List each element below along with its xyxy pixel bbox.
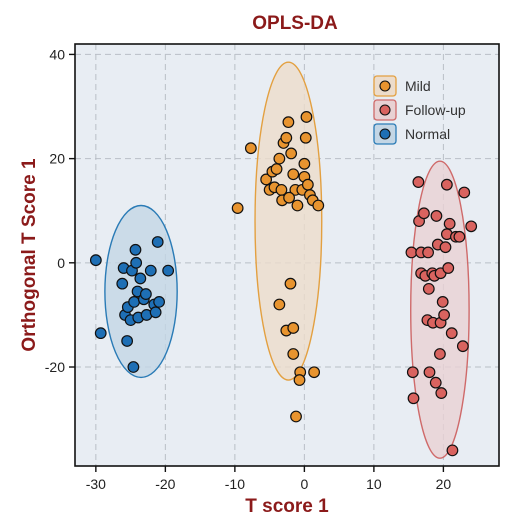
x-tick-label: -20 (155, 476, 175, 492)
chart-title: OPLS-DA (252, 13, 338, 34)
normal-point (139, 288, 152, 300)
mild-point (312, 199, 325, 212)
follow-up-point (412, 176, 425, 188)
follow-up-point (443, 217, 456, 230)
mild-point (260, 173, 273, 186)
follow-up-point (434, 348, 446, 360)
follow-up-point (439, 241, 452, 254)
mild-point (293, 374, 306, 386)
mild-point (298, 157, 311, 170)
x-tick-label: 10 (366, 476, 382, 492)
normal-point (134, 272, 147, 285)
mild-point (299, 131, 312, 144)
follow-up-point (436, 295, 449, 308)
follow-up-point (423, 366, 436, 379)
normal-point (121, 335, 134, 347)
follow-up-point (446, 444, 459, 457)
follow-up-point (465, 220, 478, 233)
normal-point (128, 295, 140, 308)
follow-up-point (422, 246, 435, 259)
mild-point (300, 111, 313, 123)
normal-legend-label: Normal (405, 126, 450, 142)
follow-up-point (407, 392, 420, 405)
x-axis-title: T score 1 (245, 496, 329, 517)
follow-up-point (456, 340, 469, 353)
mild-point (273, 152, 286, 165)
x-tick-label: 20 (436, 476, 452, 492)
follow-up-point (438, 309, 450, 321)
mild-point (231, 202, 244, 215)
normal-point (162, 264, 175, 277)
y-tick-label: 20 (49, 151, 65, 167)
y-tick-label: -20 (45, 359, 65, 375)
mild-legend-label: Mild (405, 78, 431, 94)
follow-up-point (429, 376, 442, 389)
mild-point (244, 142, 257, 155)
follow-up-ellipse (410, 160, 470, 459)
normal-point (89, 254, 102, 267)
follow-up-legend-marker (379, 104, 391, 116)
x-tick-label: -10 (225, 476, 245, 492)
x-tick-label: -30 (86, 476, 106, 492)
plot-frame (74, 43, 500, 467)
mild-legend-marker (379, 80, 391, 92)
follow-up-point (442, 262, 455, 274)
normal-point (94, 327, 107, 340)
mild-point (282, 116, 295, 129)
mild-point (287, 322, 300, 334)
x-axis-ticks: -30 -20 -10 0 10 20 (86, 466, 452, 492)
follow-up-point (430, 210, 443, 222)
follow-up-point (453, 230, 466, 243)
y-axis-ticks: -20 0 20 40 (45, 46, 75, 375)
normal-point (151, 236, 164, 248)
mild-point (283, 191, 295, 204)
normal-point (127, 361, 140, 373)
normal-point (130, 256, 143, 269)
normal-point (153, 295, 166, 308)
follow-up-point (422, 282, 435, 295)
mild-point (290, 410, 302, 423)
follow-up-point (445, 327, 458, 340)
mild-point (291, 199, 304, 212)
mild-point (308, 366, 321, 379)
normal-point (116, 277, 129, 290)
y-tick-label: 40 (49, 46, 65, 62)
x-tick-label: 0 (300, 476, 308, 492)
mild-point (301, 178, 314, 191)
normal-point (149, 306, 162, 319)
mild-point (287, 168, 300, 181)
mild-point (280, 131, 293, 144)
follow-up-point (440, 178, 453, 191)
mild-point (273, 298, 286, 311)
mild-point (284, 277, 297, 290)
follow-up-point (405, 246, 418, 259)
mild-point (287, 348, 300, 360)
follow-up-point (458, 186, 471, 199)
normal-legend-marker (379, 128, 391, 140)
follow-up-point (406, 366, 419, 379)
normal-point (144, 264, 157, 277)
follow-up-point (435, 387, 448, 399)
data-points (89, 111, 478, 457)
y-tick-label: 0 (57, 255, 65, 271)
y-axis-title: Orthogonal T Score 1 (19, 158, 40, 352)
follow-up-point (418, 207, 430, 220)
normal-point (129, 243, 142, 256)
mild-point (285, 147, 298, 160)
mild-point (270, 163, 283, 175)
legend: Mild Follow-up Normal (373, 75, 466, 145)
follow-up-legend-label: Follow-up (405, 102, 466, 118)
